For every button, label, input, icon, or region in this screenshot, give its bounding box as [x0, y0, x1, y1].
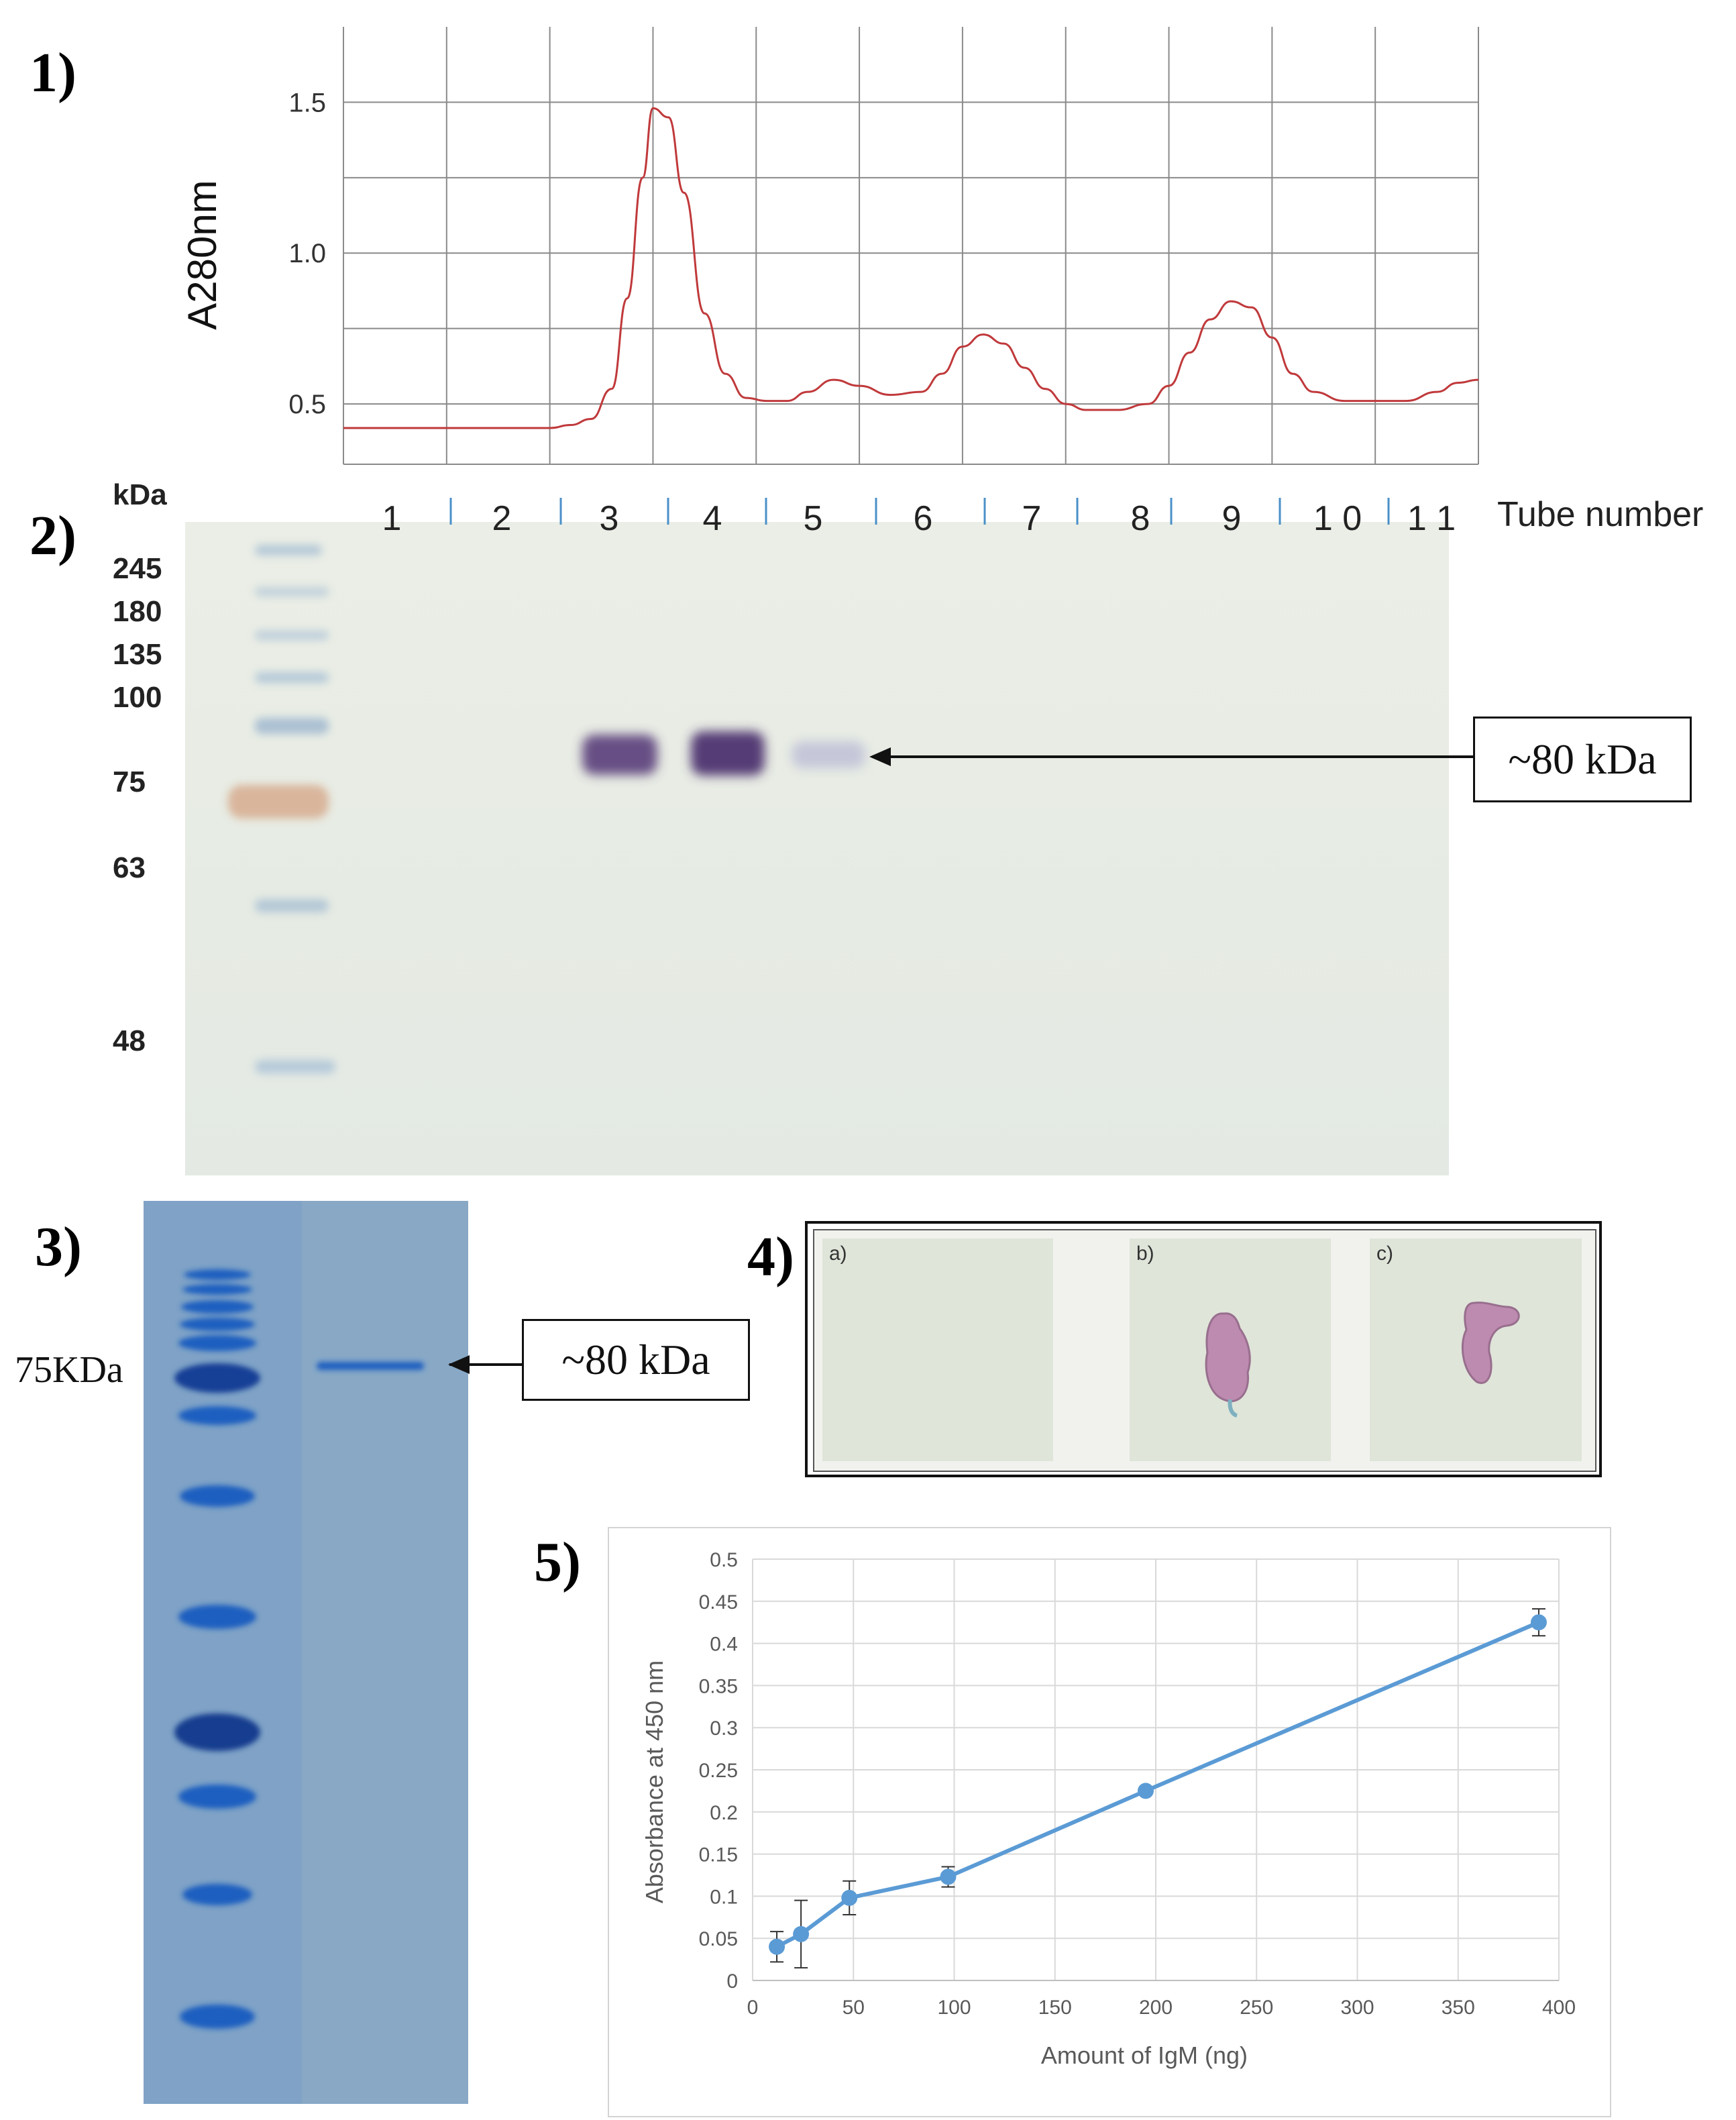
elisa-x-tick-label: 350: [1442, 1997, 1475, 2019]
gel-band-label: ~80 kDa: [522, 1319, 750, 1401]
blot-lane-label: 7: [1022, 499, 1042, 538]
panel-label-1: 1): [30, 42, 76, 104]
western-blot-membrane: [185, 522, 1449, 1175]
stain-image-c: c): [1370, 1238, 1582, 1461]
elisa-series-line: [775, 1620, 1540, 1949]
blot-lane-label: 1: [382, 499, 402, 538]
blot-marker-label: 135: [113, 638, 162, 671]
chromatogram-y-tick-label: 1.5: [288, 88, 326, 117]
elisa-y-tick-label: 0.2: [710, 1802, 738, 1824]
chromatogram-y-ticks: 1.5 1.0 0.5: [288, 88, 326, 419]
blot-lane-label: 9: [1222, 499, 1242, 538]
elisa-point: [1137, 1783, 1154, 1799]
elisa-y-tick-label: 0.1: [710, 1886, 738, 1908]
stain-image-a: a): [822, 1238, 1053, 1461]
gel-ladder: [174, 1269, 260, 2029]
stain-blob-c: [1461, 1302, 1520, 1384]
blot-band-lane-4: [691, 731, 765, 776]
elisa-y-tick-label: 0.05: [699, 1928, 738, 1950]
elisa-points: [769, 1614, 1547, 1955]
elisa-x-ticks: 0 50 100 150 200 250 300 350 400: [747, 1997, 1576, 2019]
gel-marker-label: 75KDa: [15, 1349, 123, 1391]
blot-lane-label: 1 1: [1407, 499, 1456, 538]
blot-lane-dividers: [449, 498, 1390, 525]
blot-lane-label: 2: [492, 499, 512, 538]
elisa-y-tick-label: 0.25: [699, 1760, 738, 1782]
elisa-x-tick-label: 0: [747, 1997, 759, 2019]
elisa-point: [841, 1889, 858, 1906]
elisa-error-bars: [770, 1608, 1545, 1969]
elisa-point: [940, 1868, 957, 1885]
elisa-point: [769, 1938, 785, 1955]
elisa-point: [793, 1925, 810, 1942]
blot-lane-label: 8: [1131, 499, 1150, 538]
blot-lane-label: 6: [914, 499, 933, 538]
elisa-grid: [752, 1558, 1560, 1981]
stain-label-c: c): [1376, 1242, 1393, 1265]
blot-marker-label: 75: [113, 765, 146, 798]
elisa-y-axis-label: Absorbance at 450 nm: [641, 1660, 668, 1903]
panel-label-5: 5): [534, 1531, 581, 1593]
elisa-x-tick-label: 300: [1340, 1997, 1374, 2019]
gel-band-arrow: [448, 1355, 523, 1374]
elisa-y-ticks: 0 0.05 0.1 0.15 0.2 0.25 0.3 0.35 0.4 0.45 0.5: [699, 1549, 738, 1993]
tube-number-label: Tube number: [1497, 495, 1703, 534]
blot-marker-label: 100: [113, 681, 162, 714]
blot-marker-label: 180: [113, 595, 162, 628]
blot-lane-label: 1 0: [1313, 499, 1362, 538]
chromatogram-y-tick-label: 0.5: [288, 390, 326, 419]
elisa-x-axis-label: Amount of IgM (ng): [1041, 2042, 1248, 2069]
elisa-y-tick-label: 0.35: [699, 1675, 738, 1697]
elisa-x-tick-label: 200: [1139, 1997, 1173, 2019]
elisa-chart-frame: [608, 1527, 1611, 2117]
elisa-y-tick-label: 0.5: [710, 1549, 738, 1571]
chromatogram-y-tick-label: 1.0: [288, 239, 326, 268]
elisa-y-tick-label: 0: [726, 1970, 738, 1993]
elisa-chart: 0 0.05 0.1 0.15 0.2 0.25 0.3 0.35 0.4 0.45 0.5 0 50…: [641, 1549, 1576, 2069]
blot-marker-labels: 245 180 135 100 75 63 48: [113, 552, 162, 1057]
blot-ladder: [228, 545, 335, 1073]
stain-image-b: b): [1130, 1238, 1331, 1461]
gel-band-80kda: [317, 1362, 424, 1370]
elisa-x-tick-label: 150: [1038, 1997, 1072, 2019]
stain-label-b: b): [1136, 1242, 1154, 1265]
elisa-x-tick-label: 400: [1542, 1997, 1576, 2019]
elisa-x-tick-label: 50: [843, 1997, 865, 2019]
chromatogram-grid: [343, 27, 1479, 465]
stain-label-a: a): [829, 1242, 847, 1265]
blot-bands: [582, 731, 865, 776]
coomassie-gel: [144, 1201, 468, 2104]
panel-label-2: 2): [30, 505, 76, 567]
blot-lane-label: 4: [703, 499, 722, 538]
elisa-x-tick-label: 250: [1240, 1997, 1273, 2019]
staining-panel: a) b) c): [805, 1221, 1602, 1477]
elisa-y-tick-label: 0.15: [699, 1844, 738, 1866]
elisa-y-tick-label: 0.4: [710, 1634, 738, 1656]
blot-lane-labels: 1 2 3 4 5 6 7 8 9 1 0 1 1: [382, 499, 1456, 538]
blot-kda-unit: kDa: [113, 478, 167, 511]
blot-band-lane-3: [582, 735, 657, 775]
chromatogram-y-axis-label: A280nm: [180, 180, 225, 329]
blot-band-label: ~80 kDa: [1473, 717, 1692, 802]
elisa-x-tick-label: 100: [937, 1997, 971, 2019]
blot-marker-label: 63: [113, 851, 146, 884]
elisa-y-tick-label: 0.45: [699, 1591, 738, 1613]
chromatogram-line: [343, 107, 1479, 429]
blot-lane-label: 5: [804, 499, 823, 538]
panel-label-3: 3): [35, 1216, 82, 1278]
panel-label-4: 4): [747, 1226, 794, 1288]
blot-band-lane-5: [792, 741, 865, 768]
blot-lane-label: 3: [600, 499, 619, 538]
elisa-point: [1530, 1614, 1547, 1631]
elisa-y-tick-label: 0.3: [710, 1717, 738, 1740]
coomassie-gel-bands: [174, 1269, 468, 2029]
blot-marker-label: 48: [113, 1024, 146, 1057]
blot-marker-label: 245: [113, 552, 162, 585]
chromatogram-chart: 1.5 1.0 0.5 A280nm: [180, 27, 1479, 465]
stain-blob-b: [1205, 1312, 1251, 1418]
